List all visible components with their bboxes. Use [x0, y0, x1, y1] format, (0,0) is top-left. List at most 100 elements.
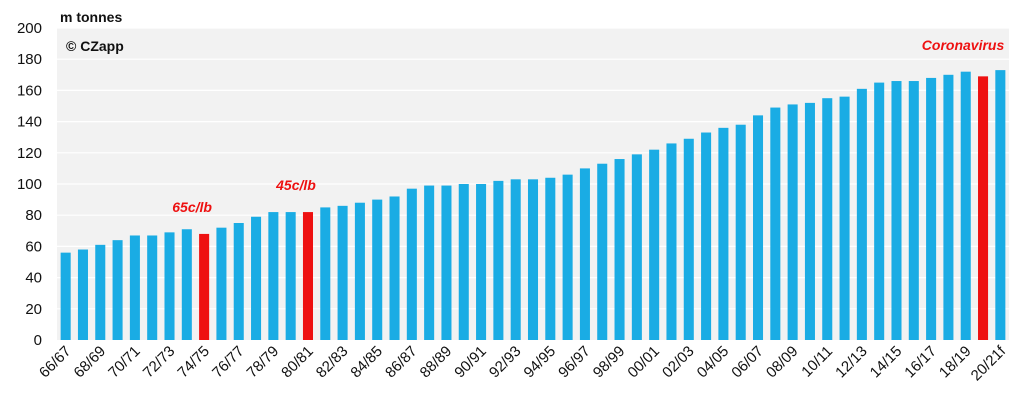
bar: [320, 207, 331, 340]
bar: [285, 212, 296, 340]
bars: [60, 70, 1006, 341]
bar: [839, 96, 850, 340]
copyright-label: © CZapp: [66, 38, 124, 54]
x-tick-label: 10/11: [798, 343, 836, 381]
x-tick-label: 74/75: [174, 343, 213, 382]
bar: [147, 235, 158, 340]
x-tick-label: 18/19: [936, 343, 975, 382]
annotation-label: 45c/lb: [275, 177, 316, 193]
y-tick-label: 80: [25, 207, 42, 224]
x-tick-label: 88/89: [417, 343, 456, 382]
bar: [787, 104, 798, 340]
bar: [614, 159, 625, 340]
x-tick-label: 98/99: [590, 343, 629, 382]
x-axis-ticks: 66/6768/6970/7172/7374/7576/7778/7980/81…: [36, 342, 1010, 384]
bar: [891, 81, 902, 340]
bar: [233, 223, 244, 340]
y-tick-label: 100: [17, 176, 42, 193]
bar: [389, 196, 400, 340]
x-tick-label: 00/01: [624, 343, 663, 382]
bar: [770, 107, 781, 340]
y-tick-label: 60: [25, 238, 42, 255]
bar: [649, 149, 660, 340]
x-tick-label: 04/05: [694, 343, 733, 382]
bar: [597, 163, 608, 340]
bar: [874, 82, 885, 340]
annotations: 65c/lb 45c/lb Coronavirus: [172, 37, 1004, 215]
bar: [216, 227, 227, 340]
bar: [95, 244, 106, 340]
x-tick-label: 82/83: [313, 343, 352, 382]
bar: [804, 102, 815, 340]
bar: [129, 235, 140, 340]
bar: [337, 205, 348, 340]
bar: [354, 202, 365, 340]
bar: [545, 177, 556, 340]
bar-highlight: [978, 76, 989, 341]
y-tick-label: 40: [25, 270, 42, 287]
bar: [181, 229, 192, 340]
bar: [527, 179, 539, 340]
x-tick-label: 12/13: [832, 343, 871, 382]
bar: [251, 216, 262, 340]
bar: [735, 124, 746, 340]
bar: [458, 184, 469, 340]
bar: [908, 81, 919, 340]
x-tick-label: 78/79: [244, 343, 283, 382]
bar: [493, 180, 504, 340]
bar: [441, 185, 452, 340]
annotation-label: Coronavirus: [922, 37, 1005, 53]
bar: [943, 74, 954, 341]
y-tick-label: 180: [17, 51, 42, 68]
annotation-label: 65c/lb: [172, 199, 212, 215]
bar: [683, 138, 694, 340]
bar: [995, 70, 1006, 341]
x-tick-label: 06/07: [728, 343, 767, 382]
bar: [406, 188, 417, 340]
bar: [164, 232, 175, 340]
bar: [960, 71, 971, 341]
bar: [372, 199, 383, 340]
bar: [579, 168, 590, 340]
bar: [666, 143, 677, 340]
x-tick-label: 92/93: [486, 343, 525, 382]
bar: [856, 88, 867, 340]
bar: [510, 179, 521, 340]
x-tick-label: 80/81: [278, 343, 317, 382]
x-tick-label: 94/95: [521, 343, 560, 382]
x-tick-label: 68/69: [71, 343, 110, 382]
bar: [822, 98, 833, 340]
x-tick-label: 16/17: [901, 343, 940, 382]
bar: [718, 127, 729, 340]
y-tick-label: 140: [17, 114, 42, 131]
x-tick-label: 14/15: [867, 343, 906, 382]
y-axis-unit: m tonnes: [60, 9, 122, 25]
bar: [562, 174, 573, 340]
y-tick-label: 120: [17, 145, 42, 162]
bar: [112, 240, 123, 340]
y-axis-ticks: 0 20 40 60 80 100 120 140 160 180 200: [17, 20, 42, 349]
y-tick-label: 20: [25, 301, 42, 318]
y-tick-label: 160: [17, 82, 42, 99]
y-tick-label: 0: [34, 332, 42, 349]
bar: [926, 77, 937, 341]
x-tick-label: 02/03: [659, 343, 698, 382]
bar: [77, 249, 88, 340]
x-tick-label: 70/71: [105, 343, 144, 382]
x-tick-label: 84/85: [347, 343, 386, 382]
x-tick-label: 72/73: [140, 343, 179, 382]
bar: [424, 185, 435, 340]
bar: [752, 115, 764, 340]
x-tick-label: 20/21f: [968, 342, 1010, 384]
x-tick-label: 96/97: [555, 343, 594, 382]
bar: [701, 132, 712, 340]
x-tick-label: 08/09: [763, 343, 802, 382]
y-tick-label: 200: [17, 20, 42, 37]
x-tick-label: 86/87: [382, 343, 421, 382]
x-tick-label: 76/77: [209, 343, 248, 382]
bar-highlight: [302, 212, 314, 340]
bar: [476, 184, 487, 340]
bar: [60, 252, 71, 340]
bar: [631, 154, 642, 340]
